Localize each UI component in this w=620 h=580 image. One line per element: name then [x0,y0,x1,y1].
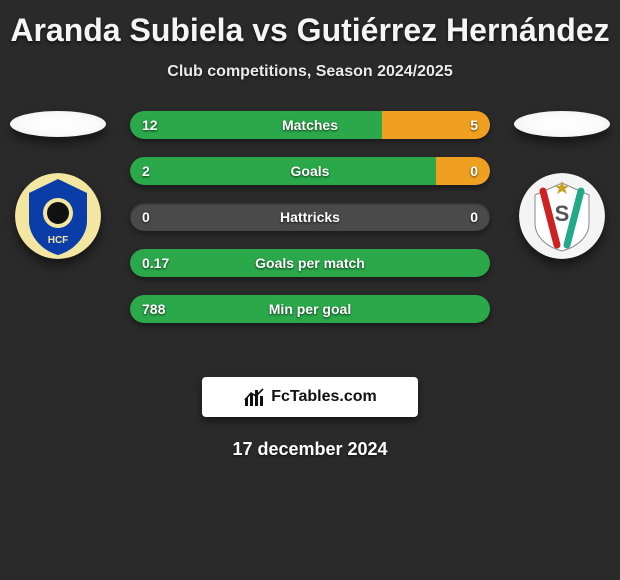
player-left-column: HCF [8,111,108,259]
stat-bars: 125Matches 20Goals 00Hattricks 0.17Goals pe… [130,111,490,323]
bar-chart-icon [243,386,265,408]
club-crest-left: HCF [15,173,101,259]
club-crest-left-icon: HCF [15,173,101,259]
page-title: Aranda Subiela vs Gutiérrez Hernández [0,0,620,49]
player-left-ellipse [10,111,106,137]
player-right-ellipse [514,111,610,137]
stat-bar: 0.17Goals per match [130,249,490,277]
svg-text:S: S [555,201,570,226]
svg-text:HCF: HCF [48,235,69,246]
stat-label: Min per goal [130,295,490,323]
club-crest-right: S [519,173,605,259]
stat-bar: 125Matches [130,111,490,139]
stat-label: Hattricks [130,203,490,231]
player-right-column: S [512,111,612,259]
stat-bar: 00Hattricks [130,203,490,231]
stat-bar: 788Min per goal [130,295,490,323]
stat-label: Goals per match [130,249,490,277]
stat-label: Goals [130,157,490,185]
brand-box: FcTables.com [202,377,418,417]
brand-label: FcTables.com [271,388,377,406]
subtitle: Club competitions, Season 2024/2025 [0,63,620,81]
club-crest-right-icon: S [519,173,605,259]
stat-bar: 20Goals [130,157,490,185]
stat-label: Matches [130,111,490,139]
date-label: 17 december 2024 [0,439,620,460]
comparison-panel: HCF S 125Matches 20Goals 00Hattricks 0.17Go… [0,111,620,371]
